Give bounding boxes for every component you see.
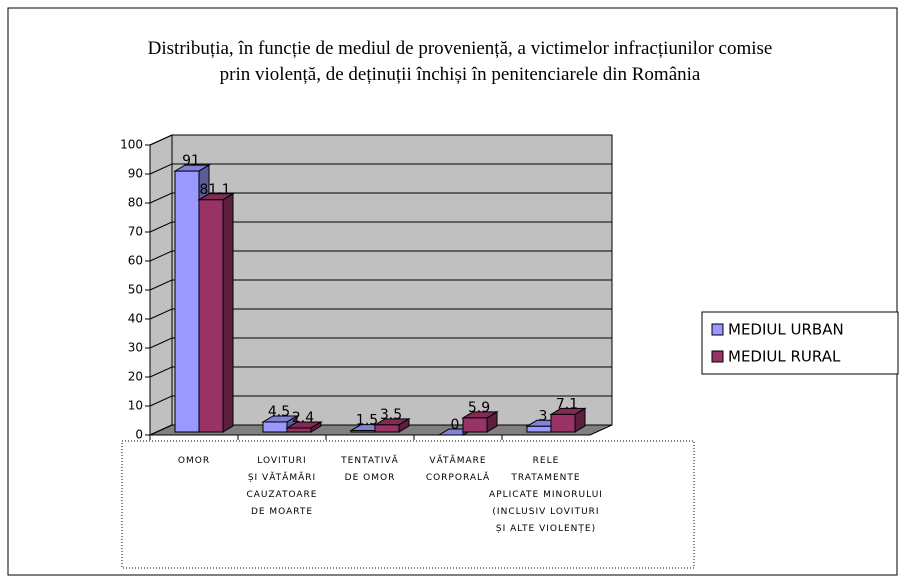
- bar: [197, 192, 235, 433]
- grid-line: [149, 250, 612, 262]
- y-tick-label: 70: [128, 225, 143, 239]
- grid-line: [149, 134, 612, 146]
- bar: [549, 407, 587, 433]
- y-tick-label: 100: [120, 138, 143, 152]
- y-tick-label: 10: [128, 399, 143, 413]
- grid-line: [149, 395, 612, 407]
- grid-line: [149, 192, 612, 204]
- data-label: 4.5: [268, 404, 290, 420]
- bar-front: [198, 199, 224, 433]
- grid-line: [149, 279, 612, 291]
- bar-front: [374, 424, 400, 433]
- legend-label: MEDIUL URBAN: [728, 321, 844, 339]
- y-tick-label: 50: [128, 283, 143, 297]
- bar-front: [462, 417, 488, 433]
- x-tick-label: OMOR: [178, 456, 210, 466]
- data-label: 91: [182, 153, 200, 169]
- data-label: 2.4: [292, 410, 314, 426]
- bar: [373, 417, 411, 433]
- bar-front: [174, 170, 200, 433]
- data-label: 1.5: [356, 413, 378, 429]
- y-tick-label: 60: [128, 254, 143, 268]
- grid-line: [149, 337, 612, 349]
- grid-line: [149, 308, 612, 320]
- grid-line: [149, 163, 612, 175]
- legend-swatch: [711, 323, 724, 336]
- bar-front: [262, 421, 288, 433]
- bar-side: [222, 192, 234, 433]
- bar: [285, 421, 323, 433]
- data-label: 3.5: [380, 407, 402, 423]
- grid-line: [149, 221, 612, 233]
- bar: [461, 411, 499, 433]
- x-tick-label: LOVITURI ȘI VĂTĂMĂRI CAUZATOARE DE MOARTE: [246, 456, 317, 517]
- legend-swatch: [711, 350, 724, 363]
- grid-line: [149, 366, 612, 378]
- data-label: 7.1: [556, 396, 578, 412]
- legend-box: [701, 311, 899, 375]
- x-tick-label: TENTATIVĂ DE OMOR: [340, 454, 399, 483]
- data-label: 0: [451, 417, 460, 433]
- x-tick-label: RELE TRATAMENTE APLICATE MINORULUI (INCLUSI…: [489, 456, 603, 534]
- bar-front: [526, 425, 552, 433]
- y-tick-label: 20: [128, 370, 143, 384]
- y-tick-label: 40: [128, 312, 143, 326]
- category-box: [121, 440, 695, 569]
- bar-front: [286, 427, 312, 433]
- legend-label: MEDIUL RURAL: [728, 348, 841, 366]
- chart-title: Distribuția, în funcție de mediul de pro…: [148, 38, 773, 85]
- y-tick-label: 30: [128, 341, 143, 355]
- y-tick-label: 80: [128, 196, 143, 210]
- bar-front: [350, 430, 376, 433]
- x-tick-label: VĂTĂMARE CORPORALĂ: [426, 454, 490, 483]
- data-label: 3: [539, 408, 548, 424]
- data-label: 5.9: [468, 400, 490, 416]
- data-label: 81.1: [199, 182, 230, 198]
- y-tick-label: 0: [135, 428, 143, 442]
- y-tick-label: 90: [128, 167, 143, 181]
- bar-front: [550, 413, 576, 433]
